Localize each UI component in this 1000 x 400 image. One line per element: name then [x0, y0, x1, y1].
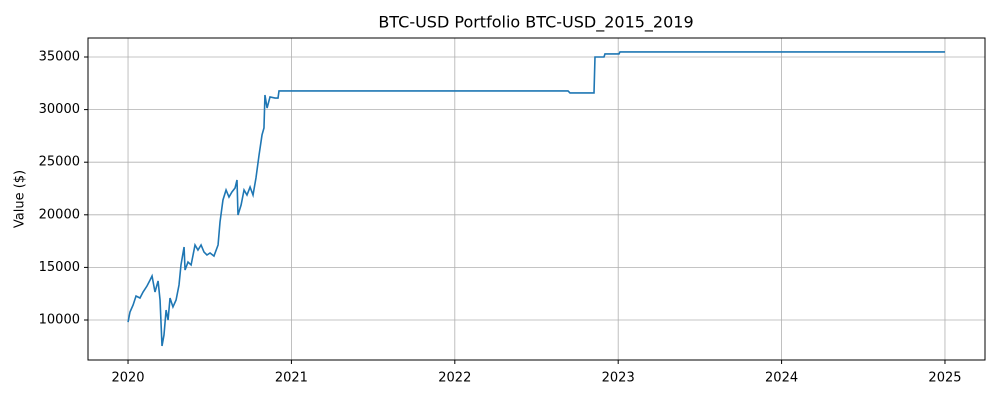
x-tick-label: 2025 — [928, 371, 961, 386]
x-tick-label: 2021 — [275, 371, 308, 386]
x-tick-label: 2022 — [438, 371, 471, 386]
y-tick-label: 20000 — [39, 207, 80, 222]
y-axis-label: Value ($) — [13, 170, 28, 228]
y-tick-label: 15000 — [39, 260, 80, 275]
plot-frame — [87, 37, 986, 361]
y-tick-label: 10000 — [39, 313, 80, 328]
x-tick-label: 2020 — [111, 371, 144, 386]
x-tick-label: 2023 — [602, 371, 635, 386]
line-series — [127, 51, 945, 347]
x-tick-label: 2024 — [765, 371, 798, 386]
y-tick-label: 35000 — [39, 49, 80, 64]
y-tick-label: 30000 — [39, 102, 80, 117]
chart-title: BTC-USD Portfolio BTC-USD_2015_2019 — [378, 13, 693, 33]
y-tick-label: 25000 — [39, 155, 80, 170]
